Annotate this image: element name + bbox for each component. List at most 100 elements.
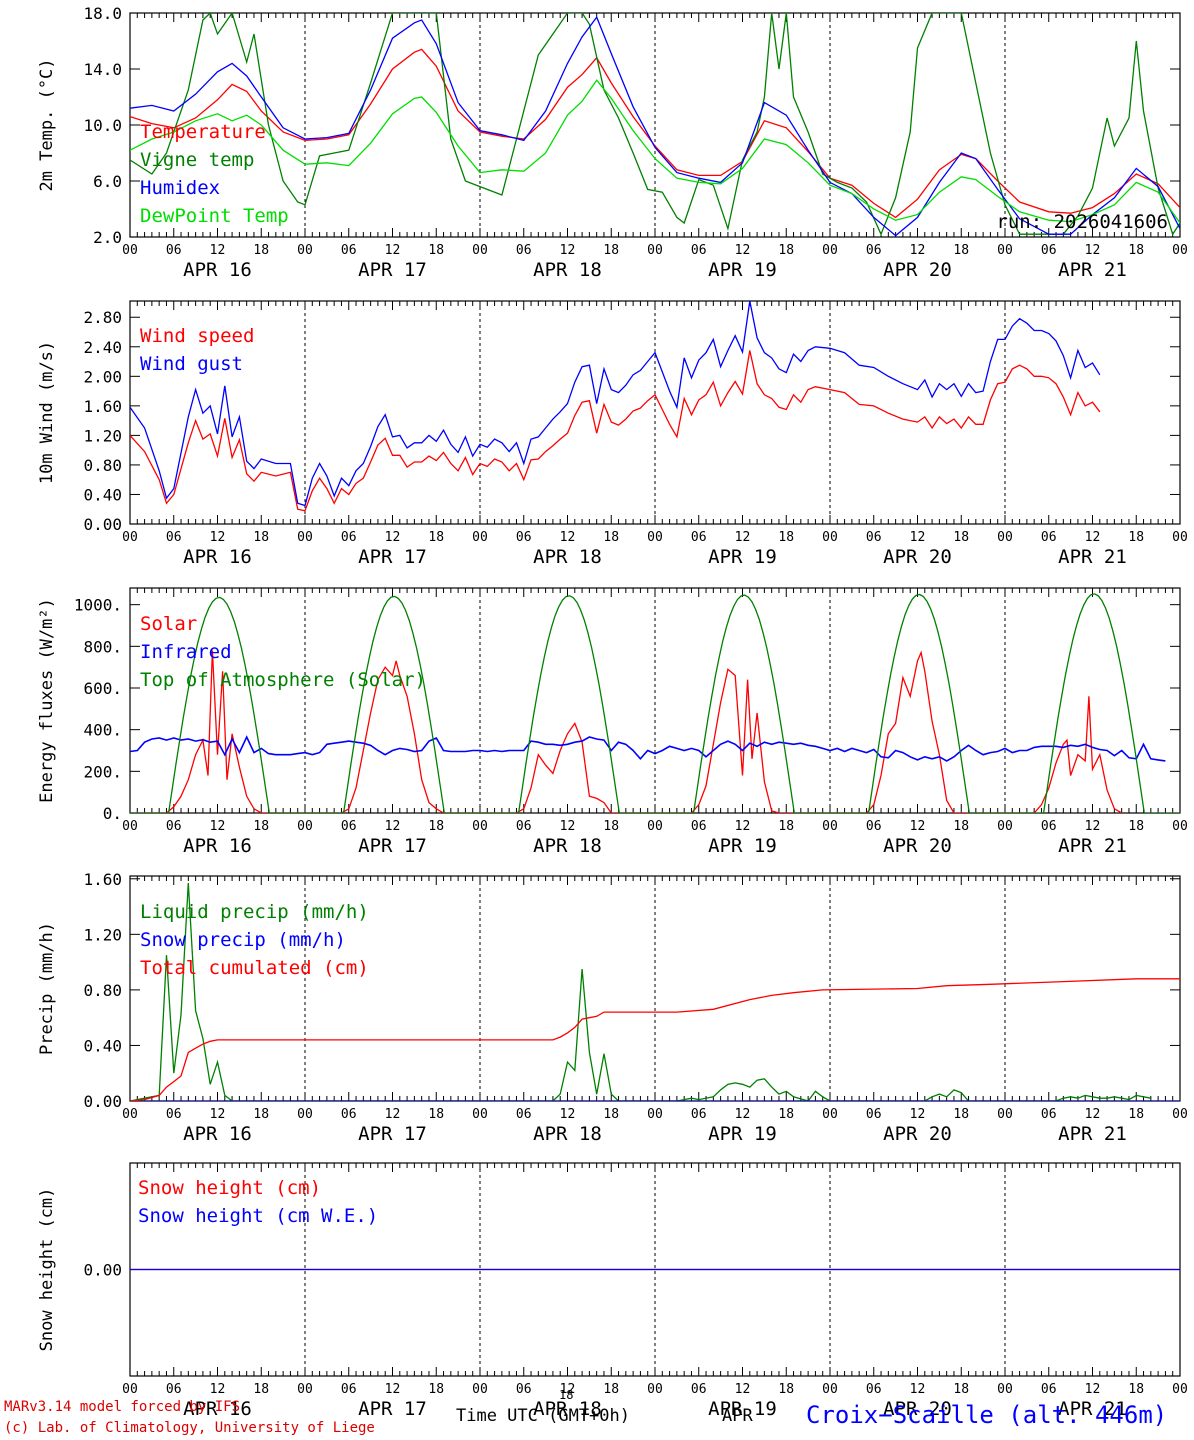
day-label: APR 21: [1058, 835, 1127, 857]
y-tick-label: 200.: [83, 762, 122, 781]
day-label: APR 16: [183, 259, 252, 281]
x-tick-label: 00: [472, 243, 488, 258]
x-tick-label: 06: [516, 243, 532, 258]
day-label: APR 20: [883, 835, 952, 857]
x-tick-label: 18: [603, 1107, 619, 1122]
day-label: APR 20: [883, 1398, 952, 1420]
series-total-cumulated-cm: [130, 978, 1180, 1101]
x-tick-label: 12: [210, 530, 226, 545]
panel-frame: [129, 587, 1181, 814]
x-tick-label: 18: [603, 530, 619, 545]
panel-energy: 00 06 12 18 00 06 12 18 00 06 12 18 00 06 12 18 00 06 12 18…: [37, 587, 1188, 857]
x-tick-label: 12: [1085, 1107, 1101, 1122]
legend-entry: Infrared: [140, 641, 232, 663]
day-label: APR 19: [708, 546, 777, 568]
series-humidex: [130, 15, 1180, 237]
x-tick-label: 12: [385, 1107, 401, 1122]
x-tick-label: 12: [735, 1107, 751, 1122]
y-tick-label: 0.80: [83, 981, 122, 1000]
day-label: APR 21: [1058, 546, 1127, 568]
x-tick-label: 06: [341, 243, 357, 258]
x-tick-label: 12: [1085, 530, 1101, 545]
y-tick-label: 2.0: [93, 228, 122, 247]
x-tick-label: 12: [910, 243, 926, 258]
x-tick-label: 06: [1041, 530, 1057, 545]
y-axis-title: Precip (mm/h): [37, 922, 57, 1055]
x-tick-label: 00: [122, 243, 138, 258]
y-tick-label: 14.0: [83, 60, 122, 79]
day-label: APR 18: [533, 546, 602, 568]
x-tick-label: 12: [210, 819, 226, 834]
legend-entry: DewPoint Temp: [140, 205, 289, 227]
x-tick-label: 12: [735, 530, 751, 545]
x-tick-label: 18: [778, 819, 794, 834]
y-axis-title: Snow height (cm): [37, 1188, 57, 1352]
x-tick-label: 12: [385, 243, 401, 258]
x-tick-label: 12: [735, 819, 751, 834]
day-label: APR 20: [883, 546, 952, 568]
series-wind-speed: [130, 350, 1101, 512]
legend-entry: Snow height (cm): [138, 1177, 321, 1199]
y-tick-label: 600.: [83, 679, 122, 698]
x-tick-label: 06: [691, 1382, 707, 1397]
x-tick-label: 06: [1041, 243, 1057, 258]
x-tick-label: 18: [603, 819, 619, 834]
x-tick-label: 18: [1128, 819, 1144, 834]
x-tick-label: 06: [516, 819, 532, 834]
x-tick-label: 12: [385, 819, 401, 834]
y-tick-label: 1.60: [83, 870, 122, 889]
legend-entry: Total cumulated (cm): [140, 957, 369, 979]
legend-entry: Top of Atmosphere (Solar): [140, 669, 426, 691]
x-tick-label: 00: [122, 530, 138, 545]
x-tick-label: 18: [253, 1382, 269, 1397]
x-tick-label: 00: [647, 819, 663, 834]
day-label: APR 18: [533, 1123, 602, 1145]
x-tick-label: 12: [210, 1107, 226, 1122]
day-label: APR 21: [1058, 1398, 1127, 1420]
y-tick-label: 800.: [83, 637, 122, 656]
x-tick-label: 06: [166, 243, 182, 258]
y-tick-label: 0.00: [83, 515, 122, 534]
x-tick-label: 00: [1172, 530, 1188, 545]
day-label: APR 20: [883, 1123, 952, 1145]
x-tick-label: 18: [778, 1382, 794, 1397]
x-tick-label: 00: [297, 1382, 313, 1397]
x-tick-label: 12: [910, 1382, 926, 1397]
x-tick-label: 00: [297, 1107, 313, 1122]
x-tick-label: 18: [428, 1107, 444, 1122]
day-label: APR 18: [533, 835, 602, 857]
x-tick-label: 06: [866, 819, 882, 834]
x-tick-label: 12: [910, 819, 926, 834]
y-tick-label: 1000.: [74, 596, 122, 615]
x-tick-label: 18: [253, 1107, 269, 1122]
x-tick-label: 12: [735, 243, 751, 258]
x-tick-label: 00: [822, 530, 838, 545]
day-label: APR 19: [708, 1123, 777, 1145]
x-tick-label: 00: [472, 530, 488, 545]
day-label: APR 16: [183, 835, 252, 857]
day-label: APR 17: [358, 835, 427, 857]
x-tick-label: 00: [822, 1382, 838, 1397]
time-axis-title: Time UTC (GMT+0h): [456, 1406, 630, 1426]
x-tick-label: 00: [822, 243, 838, 258]
legend-entry: Liquid precip (mm/h): [140, 901, 369, 923]
y-tick-label: 0.80: [83, 456, 122, 475]
x-tick-label: 12: [210, 243, 226, 258]
legend-entry: Humidex: [140, 177, 220, 199]
y-tick-label: 0.: [103, 804, 122, 823]
series-infrared: [130, 735, 1166, 762]
x-tick-label: 00: [647, 1382, 663, 1397]
series-liquid-precip-mm-h: [130, 882, 1151, 1101]
y-axis-title: Energy fluxes (W/m²): [37, 598, 57, 803]
day-label: APR 21: [1058, 259, 1127, 281]
time-axis-hour: 18: [559, 1388, 574, 1402]
x-tick-label: 18: [1128, 243, 1144, 258]
x-tick-label: 00: [472, 1107, 488, 1122]
model-credit-line-2: (c) Lab. of Climatology, University of L…: [4, 1420, 375, 1436]
x-tick-label: 00: [997, 243, 1013, 258]
x-tick-label: 00: [647, 530, 663, 545]
x-tick-label: 00: [997, 1107, 1013, 1122]
x-tick-label: 18: [953, 530, 969, 545]
x-tick-label: 06: [166, 1107, 182, 1122]
x-tick-label: 06: [691, 819, 707, 834]
